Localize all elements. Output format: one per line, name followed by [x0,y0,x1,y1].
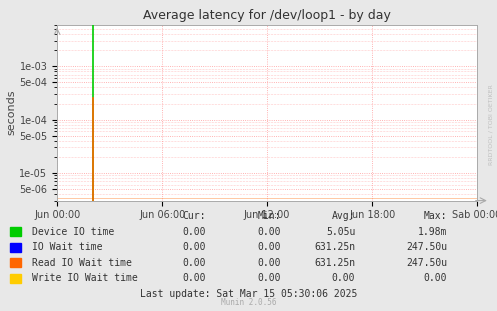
Text: 0.00: 0.00 [183,273,206,283]
Text: 0.00: 0.00 [424,273,447,283]
Text: Max:: Max: [424,211,447,221]
Text: 247.50u: 247.50u [406,258,447,268]
Text: 0.00: 0.00 [332,273,355,283]
Text: Avg:: Avg: [332,211,355,221]
Title: Average latency for /dev/loop1 - by day: Average latency for /dev/loop1 - by day [143,9,391,22]
Text: 0.00: 0.00 [183,242,206,252]
Text: Last update: Sat Mar 15 05:30:06 2025: Last update: Sat Mar 15 05:30:06 2025 [140,289,357,299]
Text: Read IO Wait time: Read IO Wait time [32,258,132,268]
Text: Munin 2.0.56: Munin 2.0.56 [221,298,276,307]
Text: 0.00: 0.00 [183,258,206,268]
Text: Write IO Wait time: Write IO Wait time [32,273,138,283]
Text: 631.25n: 631.25n [314,258,355,268]
Text: RRDTOOL / TOBI OETIKER: RRDTOOL / TOBI OETIKER [489,84,494,165]
Text: IO Wait time: IO Wait time [32,242,103,252]
Text: 631.25n: 631.25n [314,242,355,252]
Y-axis label: seconds: seconds [6,90,16,136]
Text: 247.50u: 247.50u [406,242,447,252]
Text: 0.00: 0.00 [257,273,281,283]
Text: 1.98m: 1.98m [418,227,447,237]
Text: 0.00: 0.00 [183,227,206,237]
Text: 0.00: 0.00 [257,242,281,252]
Text: Min:: Min: [257,211,281,221]
Text: Cur:: Cur: [183,211,206,221]
Text: 5.05u: 5.05u [326,227,355,237]
Text: 0.00: 0.00 [257,227,281,237]
Text: 0.00: 0.00 [257,258,281,268]
Text: Device IO time: Device IO time [32,227,114,237]
